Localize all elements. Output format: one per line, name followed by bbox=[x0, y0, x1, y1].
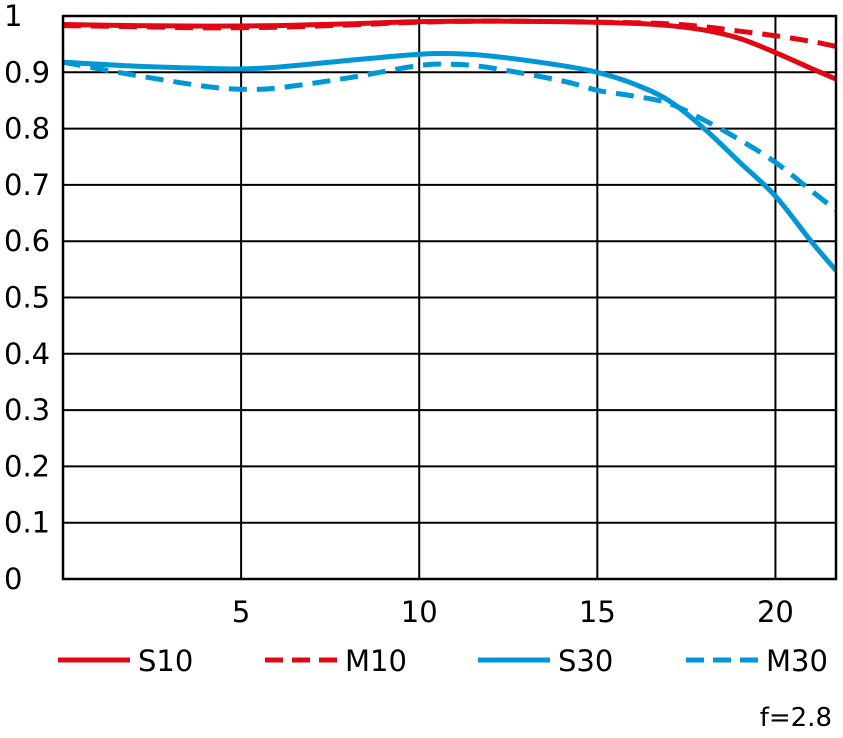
y-tick-label: 0.8 bbox=[4, 112, 50, 146]
plot-border bbox=[61, 14, 838, 581]
y-tick-label: 0.3 bbox=[4, 393, 50, 427]
x-tick-label: 15 bbox=[579, 595, 616, 629]
legend-label-m30: M30 bbox=[766, 644, 828, 678]
y-tick-label: 0.2 bbox=[4, 449, 50, 483]
y-axis-ticks: 0 0.1 0.2 0.3 0.4 0.5 0.6 0.7 0.8 0.9 1 bbox=[4, 0, 50, 596]
y-tick-label: 0.9 bbox=[4, 55, 50, 89]
x-axis-ticks: 5 10 15 20 bbox=[232, 595, 794, 629]
y-tick-label: 1 bbox=[4, 0, 22, 33]
y-tick-label: 0.4 bbox=[4, 337, 50, 371]
series-line-s30 bbox=[63, 50, 836, 273]
series-line-m30 bbox=[63, 59, 836, 213]
x-tick-label: 20 bbox=[757, 595, 794, 629]
legend-label-m10: M10 bbox=[345, 644, 407, 678]
series-layer bbox=[63, 18, 836, 273]
aperture-note: f=2.8 bbox=[760, 703, 832, 733]
grid-layer bbox=[63, 15, 836, 580]
legend-label-s30: S30 bbox=[558, 644, 613, 678]
plot-frame bbox=[61, 14, 838, 581]
legend: S10 M10 S30 M30 bbox=[58, 644, 828, 678]
y-tick-label: 0.6 bbox=[4, 224, 50, 258]
y-tick-label: 0.1 bbox=[4, 506, 50, 540]
legend-label-s10: S10 bbox=[138, 644, 193, 678]
y-tick-label: 0.5 bbox=[4, 281, 50, 315]
x-tick-label: 5 bbox=[232, 595, 250, 629]
y-tick-label: 0.7 bbox=[4, 168, 50, 202]
y-tick-label: 0 bbox=[4, 562, 22, 596]
x-tick-label: 10 bbox=[401, 595, 438, 629]
series-line-s10 bbox=[63, 18, 836, 82]
